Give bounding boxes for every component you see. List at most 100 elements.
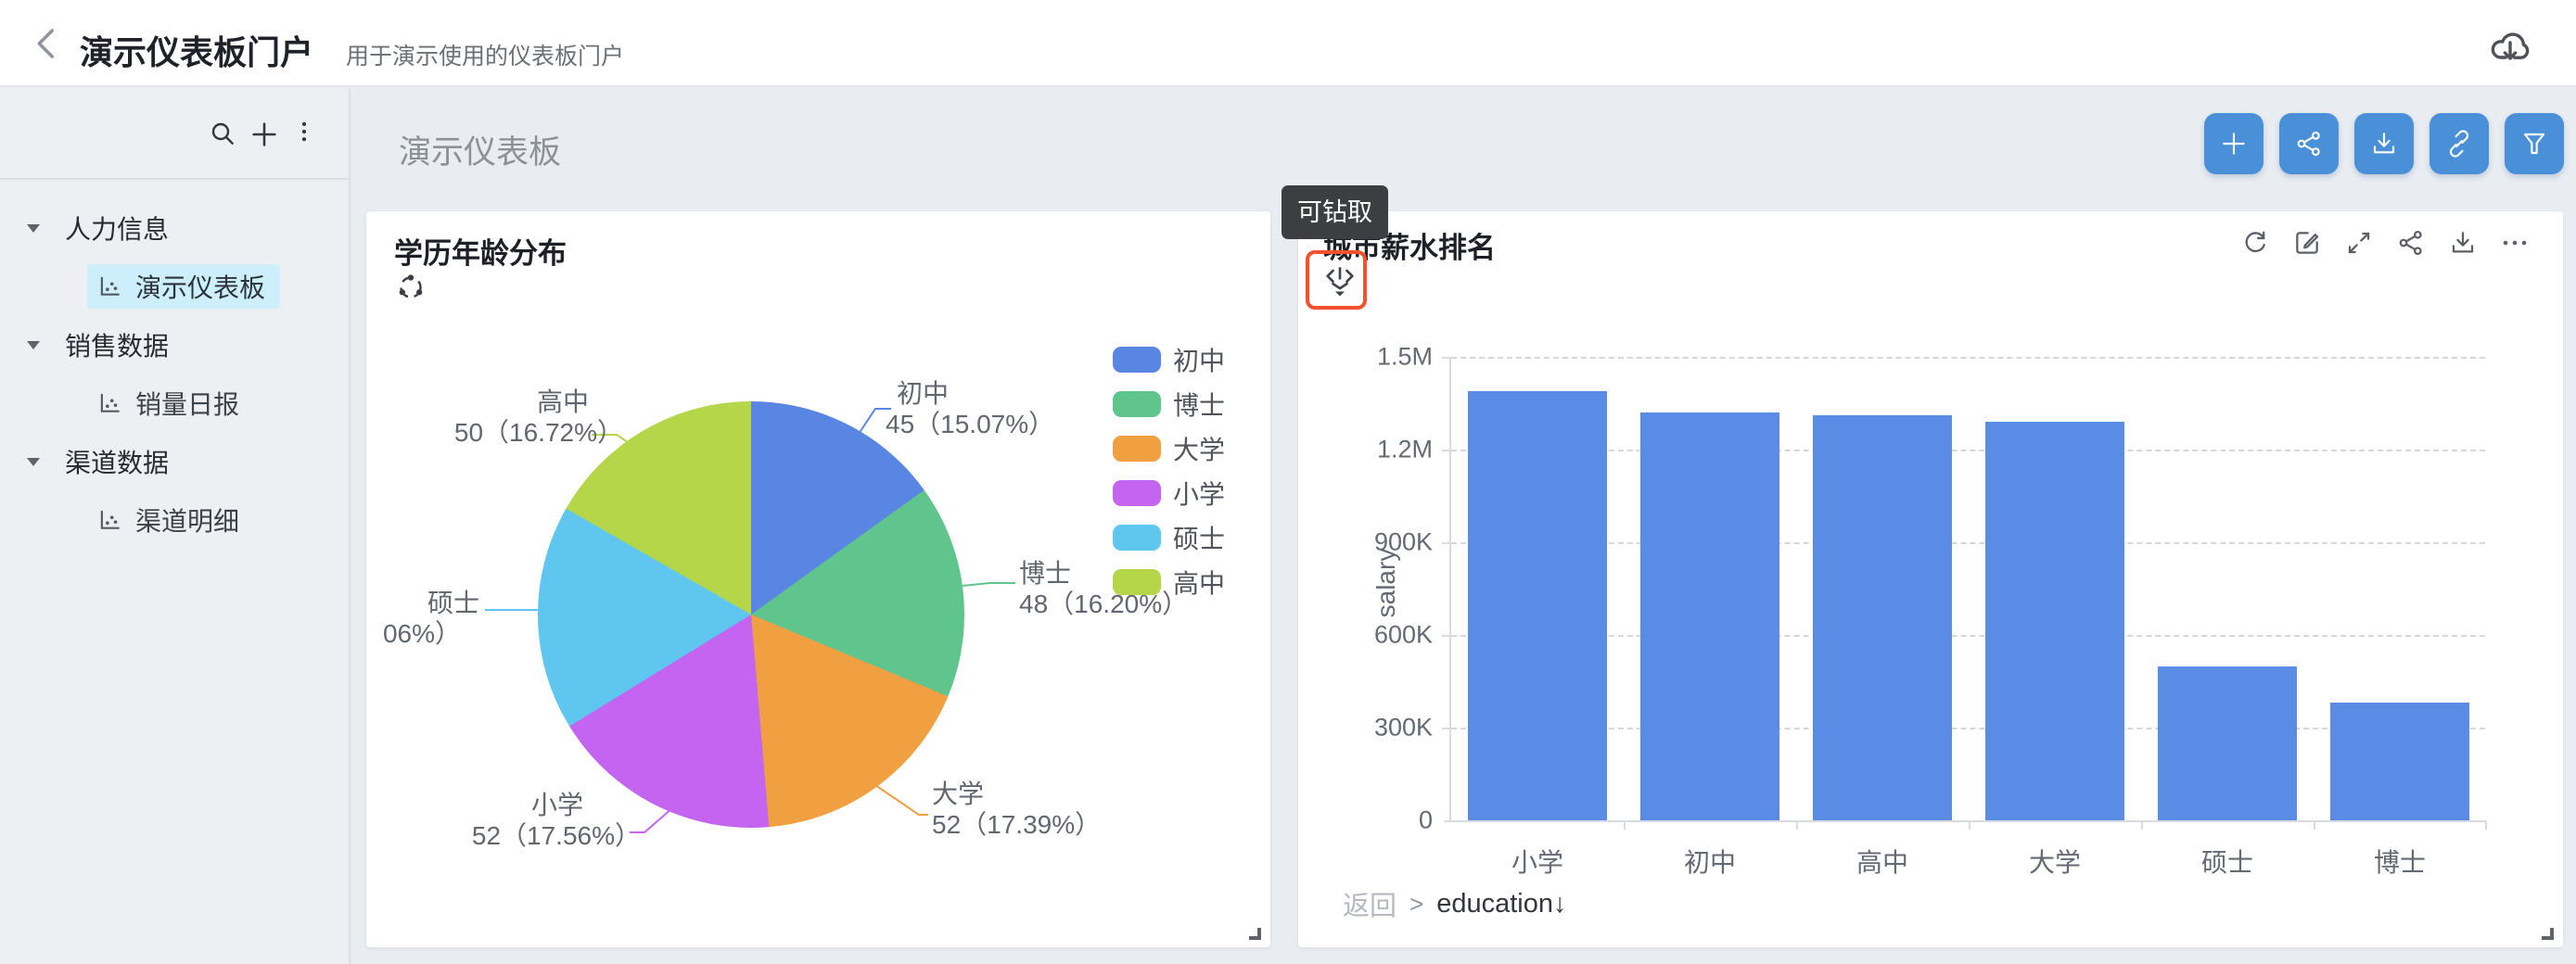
drill-current-level[interactable]: education↓ bbox=[1436, 888, 1567, 919]
arrow-down-icon: ↓ bbox=[1552, 888, 1567, 919]
bar-xiaoxue[interactable] bbox=[1468, 390, 1607, 820]
more-icon[interactable] bbox=[2500, 228, 2530, 258]
selected-tree-item[interactable]: 演示仪表板 bbox=[87, 263, 281, 309]
add-component-button[interactable] bbox=[2204, 113, 2264, 174]
tree-group-sales[interactable]: 销售数据 bbox=[0, 315, 349, 374]
x-tick-label: 初中 bbox=[1683, 848, 1736, 877]
legend-swatch bbox=[1113, 347, 1161, 373]
bar-daxue[interactable] bbox=[1985, 422, 2124, 820]
y-tick bbox=[1442, 357, 1451, 359]
legend-swatch bbox=[1113, 569, 1161, 595]
legend-item[interactable]: 大学 bbox=[1113, 426, 1225, 471]
legend-item[interactable]: 高中 bbox=[1113, 560, 1225, 604]
legend-label: 硕士 bbox=[1173, 525, 1226, 553]
legend-swatch bbox=[1113, 391, 1161, 417]
tree-item-channel-detail[interactable]: 渠道明细 bbox=[0, 490, 349, 549]
caret-down-icon bbox=[27, 340, 40, 349]
edit-icon[interactable] bbox=[2292, 228, 2322, 258]
tree-item-label: 渠道明细 bbox=[135, 506, 240, 536]
kebab-menu-icon bbox=[301, 121, 307, 142]
tree-group-label: 渠道数据 bbox=[65, 448, 170, 477]
back-button[interactable] bbox=[28, 24, 67, 63]
x-axis-line bbox=[1444, 820, 2485, 822]
add-button[interactable] bbox=[249, 119, 280, 150]
bar-chart-card: 可钻取 城市薪水排名 0 300K bbox=[1282, 185, 2563, 947]
cloud-download-icon bbox=[2491, 32, 2530, 60]
bar-gaozhong[interactable] bbox=[1813, 415, 1952, 820]
share-icon bbox=[2297, 131, 2320, 157]
x-tick bbox=[2314, 820, 2315, 830]
funnel-icon bbox=[2523, 133, 2545, 155]
legend-item[interactable]: 初中 bbox=[1113, 337, 1225, 382]
portal-title: 演示仪表板门户 bbox=[80, 33, 314, 71]
x-tick-label: 博士 bbox=[2373, 848, 2426, 877]
y-tick-label: 0 bbox=[1418, 805, 1433, 834]
drill-back-link[interactable]: 返回 bbox=[1343, 892, 1397, 921]
pie-chart[interactable] bbox=[538, 401, 964, 828]
share-icon[interactable] bbox=[2396, 228, 2426, 258]
tree-group-channel[interactable]: 渠道数据 bbox=[0, 432, 349, 490]
breadcrumb-separator: > bbox=[1409, 889, 1424, 918]
linkage-button[interactable] bbox=[394, 271, 427, 304]
x-tick bbox=[1796, 820, 1798, 830]
tree-item[interactable]: 渠道明细 bbox=[87, 498, 254, 542]
legend-item[interactable]: 硕士 bbox=[1113, 515, 1225, 560]
bar-chuzhong[interactable] bbox=[1640, 412, 1779, 820]
filter-button[interactable] bbox=[2505, 113, 2564, 174]
chart-action-bar bbox=[2240, 228, 2530, 258]
link-icon bbox=[2449, 130, 2469, 158]
pie-chart-card: 学历年龄分布 初中 45（15.07%） 博士 48（16.20%） 大学 52（17… bbox=[366, 211, 1270, 947]
caret-down-icon bbox=[27, 223, 40, 233]
export-button[interactable] bbox=[2354, 113, 2414, 174]
copy-link-button[interactable] bbox=[2429, 113, 2489, 174]
download-icon[interactable] bbox=[2448, 228, 2478, 258]
sidebar-toolbar bbox=[0, 89, 349, 180]
expand-icon[interactable] bbox=[2344, 228, 2374, 258]
legend-label: 小学 bbox=[1173, 480, 1226, 509]
tree-group-hr[interactable]: 人力信息 bbox=[0, 198, 349, 257]
gridline bbox=[1451, 542, 2485, 544]
refresh-icon[interactable] bbox=[2240, 228, 2270, 258]
linkage-icon bbox=[399, 274, 423, 298]
gridline bbox=[1451, 357, 2485, 359]
search-button[interactable] bbox=[208, 119, 237, 148]
caret-down-icon bbox=[27, 457, 40, 466]
resize-handle[interactable] bbox=[1249, 928, 1261, 940]
tree-item[interactable]: 销量日报 bbox=[87, 381, 254, 425]
sidebar: 人力信息 演示仪表板 销售数据 销量日报 渠道数据 bbox=[0, 89, 351, 964]
bar-shuoshi[interactable] bbox=[2158, 666, 2297, 820]
resize-handle[interactable] bbox=[2542, 928, 2554, 940]
pie-label-gaozhong: 高中 50（16.72%） bbox=[453, 387, 623, 447]
pie-legend: 初中 博士 大学 小学 硕士 高中 bbox=[1113, 337, 1225, 604]
x-tick-label: 高中 bbox=[1855, 848, 1908, 877]
pie-label-xiaoxue: 小学 52（17.56%） bbox=[471, 791, 641, 850]
chart-icon bbox=[100, 276, 120, 296]
legend-label: 博士 bbox=[1173, 391, 1226, 420]
chevron-left-icon bbox=[37, 29, 54, 58]
tree-item-demo-dashboard[interactable]: 演示仪表板 bbox=[0, 257, 349, 315]
tree-item-sales-daily[interactable]: 销量日报 bbox=[0, 374, 349, 432]
legend-swatch bbox=[1113, 525, 1161, 551]
y-tick-label: 300K bbox=[1373, 713, 1433, 742]
tree-group-label: 销售数据 bbox=[65, 331, 170, 361]
more-menu-button[interactable] bbox=[291, 119, 317, 148]
drill-highlight-box bbox=[1306, 250, 1367, 310]
drill-button[interactable] bbox=[1321, 261, 1358, 298]
y-tick-label: 1.2M bbox=[1376, 435, 1433, 463]
x-tick-label: 大学 bbox=[2028, 848, 2081, 877]
legend-item[interactable]: 博士 bbox=[1113, 382, 1225, 426]
y-tick bbox=[1442, 450, 1451, 451]
cloud-download-button[interactable] bbox=[2488, 23, 2532, 68]
y-tick bbox=[1442, 635, 1451, 637]
y-axis-title: salary bbox=[1371, 548, 1400, 618]
tree-item-label: 演示仪表板 bbox=[135, 273, 266, 302]
share-button[interactable] bbox=[2279, 113, 2339, 174]
y-tick-label: 900K bbox=[1373, 527, 1433, 556]
gridline bbox=[1451, 728, 2485, 729]
bar-boshi[interactable] bbox=[2330, 702, 2469, 820]
y-tick-label: 600K bbox=[1373, 620, 1433, 649]
y-tick-label: 1.5M bbox=[1376, 342, 1433, 371]
legend-item[interactable]: 小学 bbox=[1113, 471, 1225, 515]
dashboard-toolbar bbox=[2204, 113, 2564, 174]
x-tick bbox=[1969, 820, 1970, 830]
